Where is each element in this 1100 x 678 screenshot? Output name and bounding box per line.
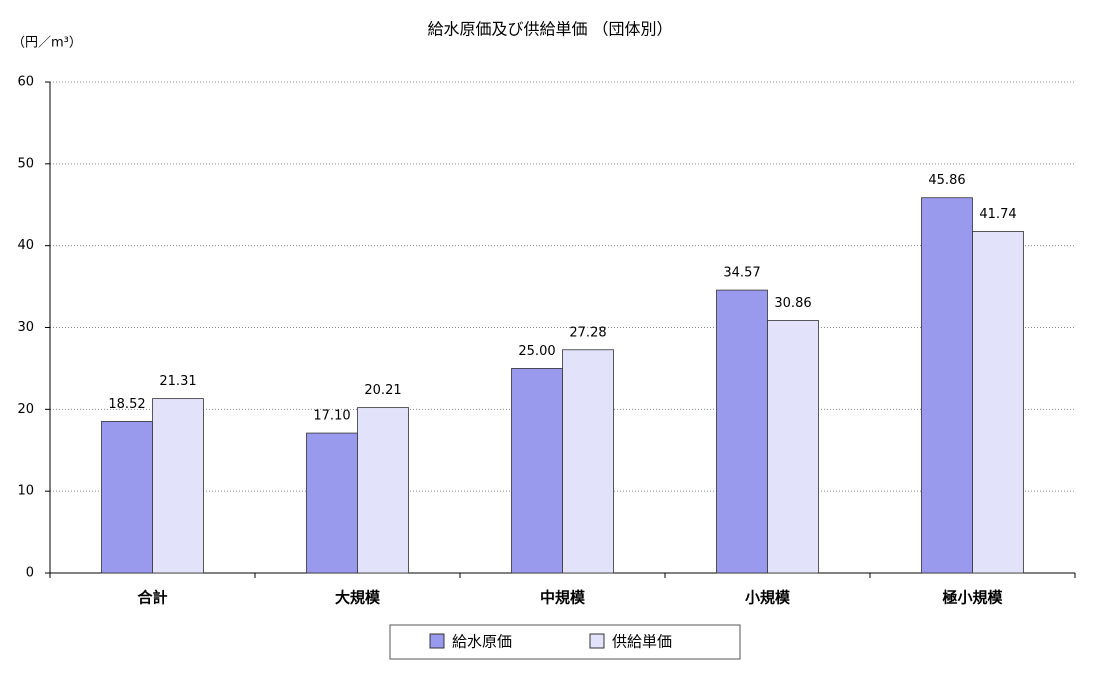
x-tick-label: 合計	[136, 589, 167, 607]
data-label: 20.21	[364, 383, 401, 398]
data-label: 45.86	[928, 173, 965, 188]
data-label: 21.31	[159, 374, 196, 389]
y-tick-label: 60	[17, 75, 34, 90]
data-label: 18.52	[108, 397, 145, 412]
y-tick-label: 10	[17, 484, 34, 499]
bar	[767, 320, 819, 574]
data-label: 25.00	[518, 344, 555, 359]
y-axis-label: （円／m³）	[12, 36, 82, 51]
x-tick-label: 中規模	[540, 589, 586, 607]
bar	[357, 407, 409, 574]
y-tick-label: 0	[26, 566, 34, 581]
data-label: 41.74	[979, 207, 1016, 222]
data-label: 17.10	[313, 409, 350, 424]
x-tick-label: 大規模	[335, 589, 381, 607]
legend-label: 給水原価	[452, 633, 512, 651]
data-label: 27.28	[569, 325, 606, 340]
bar	[306, 432, 358, 574]
bar	[716, 289, 768, 574]
legend-swatch	[429, 633, 445, 649]
y-tick-label: 50	[17, 156, 34, 171]
bar	[972, 231, 1024, 574]
data-label: 34.57	[723, 266, 760, 281]
bar	[511, 368, 563, 574]
y-tick-label: 30	[17, 320, 34, 335]
data-label: 30.86	[774, 296, 811, 311]
x-tick-label: 極小規模	[941, 589, 1003, 607]
bar	[921, 197, 973, 574]
legend-box	[389, 624, 741, 660]
y-tick-label: 20	[17, 402, 34, 417]
x-tick-label: 小規模	[745, 589, 791, 607]
legend-label: 供給単価	[612, 633, 672, 651]
bar	[101, 421, 153, 574]
chart-title: 給水原価及び供給単価 （団体別）	[427, 20, 672, 39]
bar	[152, 398, 204, 574]
y-tick-label: 40	[17, 238, 34, 253]
bar	[562, 349, 614, 574]
legend-swatch	[589, 633, 605, 649]
